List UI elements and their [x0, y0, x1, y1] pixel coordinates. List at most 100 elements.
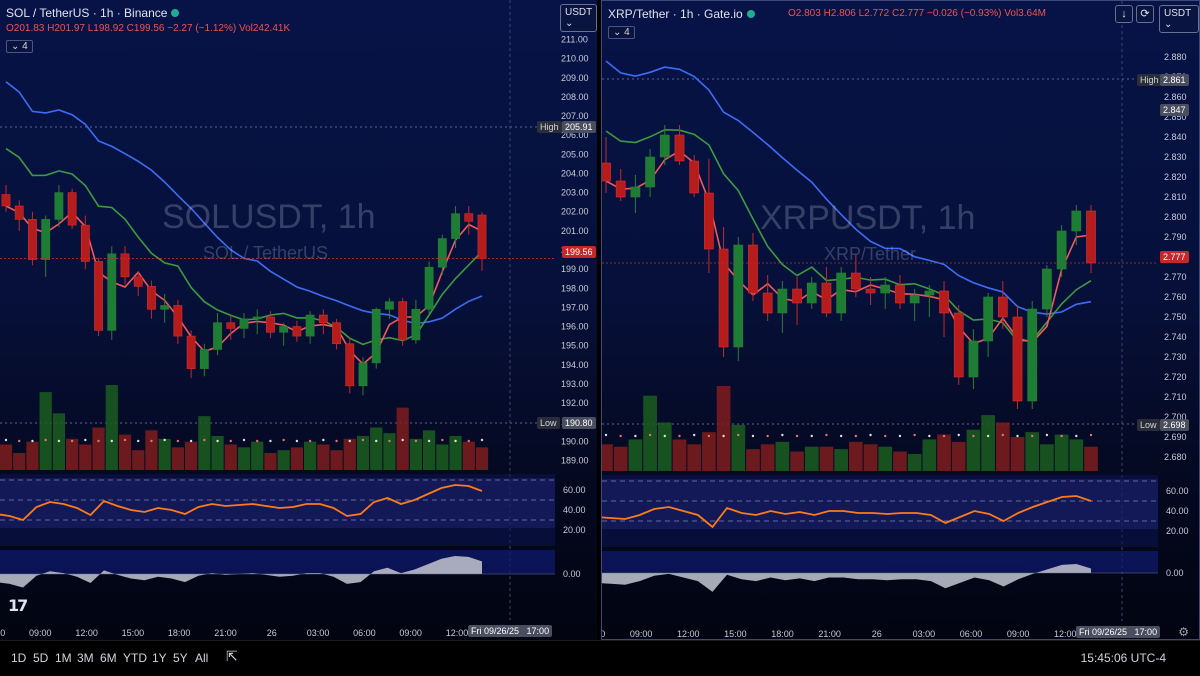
timeframe-6m[interactable]: 6M — [100, 651, 117, 665]
symbol-title[interactable]: SOL / TetherUS · 1h · Binance — [6, 6, 168, 20]
signal-dot — [1075, 434, 1078, 438]
time-axis-tick: 21:00 — [818, 629, 841, 639]
price-axis-tick: 209.00 — [561, 73, 589, 83]
signal-dot — [766, 434, 769, 438]
price-axis-tick: 196.00 — [561, 322, 589, 332]
symbol-title[interactable]: XRP/Tether · 1h · Gate.io — [608, 7, 743, 21]
price-axis-tick: 201.00 — [561, 226, 589, 236]
settings-gear-icon[interactable]: ⚙ — [1178, 625, 1189, 639]
candle-body — [437, 238, 447, 268]
download-icon[interactable]: ↓ — [1115, 5, 1133, 23]
candle-body — [909, 294, 920, 304]
volume-bar — [79, 444, 92, 470]
chart-pane-sol[interactable]: 189.00190.00191.00192.00193.00194.00195.… — [0, 0, 597, 640]
candle-body — [345, 343, 355, 387]
timeframe-1m[interactable]: 1M — [55, 651, 72, 665]
currency-select[interactable]: USDT ⌄ — [1159, 5, 1199, 33]
signal-dot — [427, 439, 431, 443]
volume-bar — [158, 438, 171, 470]
candle-body — [997, 296, 1008, 318]
sol-chart-canvas[interactable]: 189.00190.00191.00192.00193.00194.00195.… — [0, 0, 597, 640]
last-price-tag: 199.56 — [562, 246, 596, 258]
price-axis-tick: 2.750 — [1164, 312, 1187, 322]
candle-body — [67, 192, 77, 226]
volume-bar — [878, 446, 893, 471]
time-axis-tick: 15:00 — [122, 628, 145, 638]
ohlc-legend: O2.803 H2.806 L2.772 C2.777 −0.026 (−0.9… — [788, 8, 1046, 19]
ma-fast-line — [605, 150, 1092, 345]
calendar-range-icon[interactable]: ⇱ — [226, 648, 238, 664]
volume-bar — [171, 447, 184, 470]
volume-bar — [716, 386, 731, 471]
xrp-chart-canvas[interactable]: 2.680 2.690 2.700 2.710 2.720 2.730 2.740 2.750… — [602, 1, 1200, 640]
time-axis-tick: 06:00 — [353, 628, 376, 638]
time-axis-tick: 21:00 — [214, 628, 237, 638]
volume-bar — [1010, 437, 1025, 471]
timeframe-5d[interactable]: 5D — [33, 651, 49, 665]
signal-dot — [648, 433, 652, 437]
high-label: High — [1137, 74, 1162, 86]
signal-dot — [781, 433, 784, 437]
candle-body — [411, 309, 421, 341]
volume-bar — [863, 444, 878, 471]
price-axis-tick: 2.760 — [1164, 292, 1187, 302]
signal-dot — [189, 439, 193, 443]
signal-dot — [308, 439, 312, 443]
bottom-toolbar: 1D 5D 1M 3M 6M YTD 1Y 5Y All ⇱ 15:45:06 … — [0, 640, 1200, 676]
tradingview-logo-icon[interactable]: 17 — [8, 596, 28, 615]
signal-dot — [751, 434, 755, 438]
date-tag-date: Fri 09/26/25 — [1079, 627, 1128, 637]
symbol-header[interactable]: SOL / TetherUS · 1h · Binance — [6, 6, 180, 20]
oscillator-area — [0, 556, 482, 588]
indicators-toggle[interactable]: ⌄ 4 — [6, 40, 33, 53]
signal-dot — [467, 439, 470, 443]
volume-bar — [907, 454, 922, 471]
volume-bar — [849, 441, 863, 471]
timeframe-3m[interactable]: 3M — [77, 651, 94, 665]
pane-divider[interactable] — [597, 0, 601, 640]
currency-select[interactable]: USDT ⌄ — [560, 4, 597, 32]
symbol-header[interactable]: XRP/Tether · 1h · Gate.io — [608, 7, 755, 21]
price-axis-tick: 2.740 — [1164, 332, 1187, 342]
candle-body — [953, 312, 964, 378]
time-axis-tick: 09:00 — [399, 628, 422, 638]
candle-body — [199, 349, 209, 369]
volume-bar — [628, 439, 643, 471]
signal-dot — [335, 439, 338, 443]
reference-price-tag: 2.847 — [1160, 104, 1189, 116]
volume-bar — [330, 450, 343, 470]
signal-dot — [692, 433, 696, 437]
volume-bar — [1084, 446, 1098, 471]
volume-bar — [804, 446, 819, 471]
timeframe-1y[interactable]: 1Y — [152, 651, 167, 665]
date-tag-date: Fri 09/26/25 — [471, 626, 520, 636]
timeframe-all[interactable]: All — [195, 651, 209, 665]
signal-dot — [634, 434, 637, 438]
signal-dot — [203, 438, 206, 442]
signal-dot — [1001, 433, 1005, 437]
price-axis-tick: 2.700 — [1164, 412, 1187, 422]
refresh-icon[interactable]: ⟳ — [1136, 5, 1154, 23]
signal-dot — [388, 439, 391, 443]
utc-clock[interactable]: 15:45:06 UTC-4 — [1080, 651, 1166, 665]
indicators-toggle[interactable]: ⌄ 4 — [608, 26, 635, 39]
candle-body — [1012, 316, 1023, 402]
oscillator-area — [602, 564, 1091, 592]
timeframe-ytd[interactable]: YTD — [123, 651, 147, 665]
timeframe-5y[interactable]: 5Y — [173, 651, 188, 665]
price-axis-tick: 208.00 — [561, 92, 589, 102]
time-axis-tick: 12:00 — [1054, 629, 1077, 639]
signal-dot — [619, 434, 622, 438]
rsi-line — [0, 484, 483, 522]
signal-dot — [110, 439, 113, 443]
volume-bar — [951, 441, 966, 471]
signal-dot — [414, 439, 418, 443]
volume-bar — [922, 439, 937, 471]
timeframe-1d[interactable]: 1D — [11, 651, 27, 665]
rsi-axis-tick: 40.00 — [1166, 506, 1189, 516]
price-axis-tick: 2.820 — [1164, 172, 1187, 182]
candle-body — [226, 322, 236, 329]
signal-dot — [18, 439, 21, 443]
watermark-symbol: SOLUSDT, 1h — [162, 198, 376, 236]
chart-pane-xrp[interactable]: 2.680 2.690 2.700 2.710 2.720 2.730 2.740 2.750… — [601, 0, 1200, 640]
